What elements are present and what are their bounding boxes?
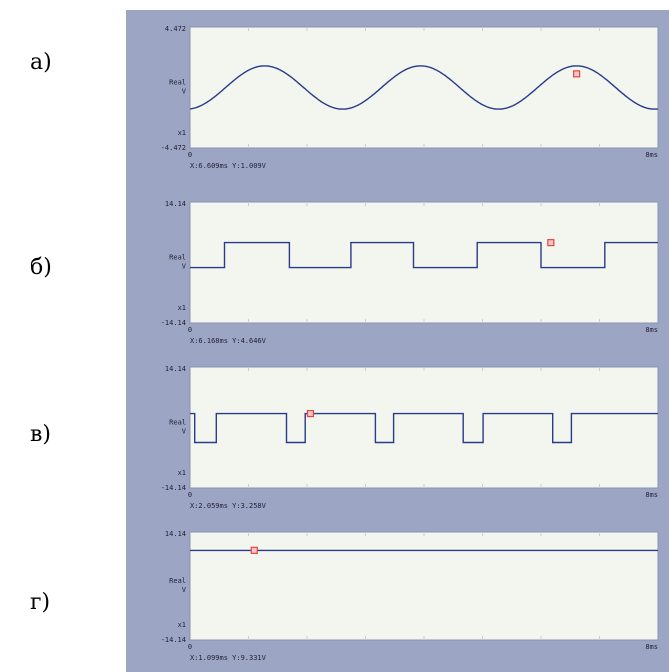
cursor-readout-b: X:6.168ms Y:4.646V bbox=[190, 337, 267, 345]
plot-area-g bbox=[189, 531, 659, 641]
trace-v bbox=[190, 412, 658, 444]
y-tick-max-g: 14.14 bbox=[165, 530, 186, 538]
y-tick-min-g: -14.14 bbox=[161, 636, 186, 644]
cursor-marker-g bbox=[250, 546, 258, 554]
y-axis-unit-a: V bbox=[182, 88, 187, 96]
y-tick-min-b: -14.14 bbox=[161, 319, 186, 327]
scale-label-g: x1 bbox=[178, 621, 186, 629]
scale-label-v: x1 bbox=[178, 469, 186, 477]
scale-label-b: x1 bbox=[178, 304, 186, 312]
panel-label-a: а) bbox=[30, 50, 52, 75]
x-tick-end-v: 8ms bbox=[645, 491, 658, 499]
x-tick-start-v: 0 bbox=[188, 491, 192, 499]
y-axis-label-g: Real bbox=[169, 577, 186, 585]
x-tick-end-g: 8ms bbox=[645, 643, 658, 651]
plot-area-b bbox=[189, 201, 659, 324]
y-axis-label-v: Real bbox=[169, 419, 186, 427]
x-tick-start-b: 0 bbox=[188, 326, 192, 334]
cursor-readout-v: X:2.059ms Y:3.258V bbox=[190, 502, 267, 510]
y-axis-unit-v: V bbox=[182, 428, 187, 436]
y-tick-max-v: 14.14 bbox=[165, 365, 186, 373]
y-tick-min-a: -4.472 bbox=[161, 144, 186, 152]
panel-label-g: г) bbox=[30, 590, 51, 615]
cursor-marker-v bbox=[306, 409, 315, 418]
x-tick-start-a: 0 bbox=[188, 151, 192, 159]
panel-label-b: б) bbox=[30, 255, 52, 280]
scale-label-a: x1 bbox=[178, 129, 186, 137]
trace-b bbox=[190, 241, 658, 269]
y-axis-unit-b: V bbox=[182, 263, 187, 271]
y-axis-label-b: Real bbox=[169, 254, 186, 262]
y-axis-label-a: Real bbox=[169, 79, 186, 87]
x-tick-end-b: 8ms bbox=[645, 326, 658, 334]
x-tick-start-g: 0 bbox=[188, 643, 192, 651]
cursor-readout-a: X:6.609ms Y:1.009V bbox=[190, 162, 267, 170]
trace-a bbox=[189, 65, 659, 110]
plot-area-v bbox=[189, 366, 659, 489]
panel-label-v: в) bbox=[30, 422, 51, 447]
y-tick-max-b: 14.14 bbox=[165, 200, 186, 208]
plot-area-a bbox=[189, 26, 659, 149]
cursor-marker-b bbox=[547, 239, 555, 247]
x-tick-end-a: 8ms bbox=[645, 151, 658, 159]
cursor-marker-a bbox=[573, 70, 581, 78]
y-tick-min-v: -14.14 bbox=[161, 484, 186, 492]
y-axis-unit-g: V bbox=[182, 586, 187, 594]
y-tick-max-a: 4.472 bbox=[165, 25, 186, 33]
cursor-readout-g: X:1.099ms Y:9.331V bbox=[190, 654, 267, 662]
